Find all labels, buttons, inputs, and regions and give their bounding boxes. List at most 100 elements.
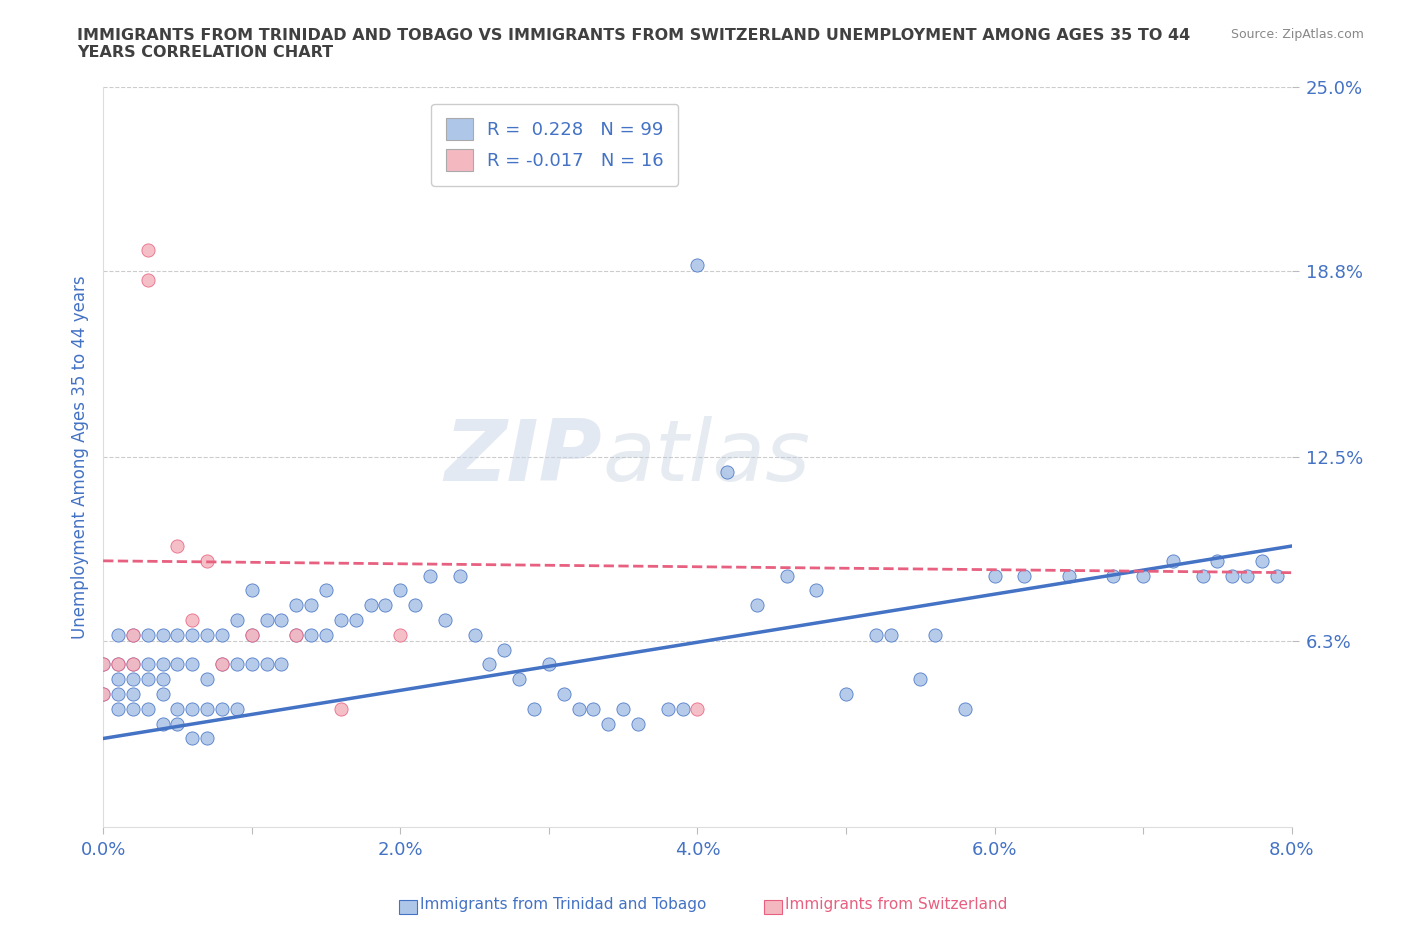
Point bbox=[285, 628, 308, 643]
Point bbox=[240, 583, 263, 598]
Point bbox=[152, 686, 174, 701]
Point bbox=[389, 583, 412, 598]
Point bbox=[1191, 568, 1213, 583]
Point bbox=[121, 657, 143, 671]
Point bbox=[1161, 553, 1184, 568]
Point bbox=[865, 628, 887, 643]
Point bbox=[671, 701, 693, 716]
Point bbox=[136, 243, 159, 258]
Point bbox=[745, 598, 768, 613]
Point bbox=[121, 686, 143, 701]
Point bbox=[211, 657, 233, 671]
Point bbox=[166, 628, 188, 643]
Point bbox=[404, 598, 426, 613]
Point bbox=[240, 628, 263, 643]
Point bbox=[806, 583, 828, 598]
Point bbox=[195, 553, 218, 568]
Point bbox=[136, 671, 159, 686]
Point bbox=[1132, 568, 1154, 583]
Point bbox=[299, 628, 322, 643]
Point bbox=[716, 465, 738, 480]
Legend: R =  0.228   N = 99, R = -0.017   N = 16: R = 0.228 N = 99, R = -0.017 N = 16 bbox=[432, 103, 678, 185]
Point bbox=[879, 628, 901, 643]
Point bbox=[315, 628, 337, 643]
Point bbox=[256, 613, 278, 628]
Point bbox=[181, 613, 204, 628]
Point bbox=[686, 258, 709, 272]
Point bbox=[136, 701, 159, 716]
Text: IMMIGRANTS FROM TRINIDAD AND TOBAGO VS IMMIGRANTS FROM SWITZERLAND UNEMPLOYMENT : IMMIGRANTS FROM TRINIDAD AND TOBAGO VS I… bbox=[77, 28, 1191, 60]
Point bbox=[1265, 568, 1288, 583]
Point bbox=[329, 701, 352, 716]
Point bbox=[553, 686, 575, 701]
Point bbox=[211, 701, 233, 716]
Point bbox=[568, 701, 591, 716]
Point bbox=[329, 613, 352, 628]
Point bbox=[152, 657, 174, 671]
Point bbox=[1206, 553, 1229, 568]
Point bbox=[136, 657, 159, 671]
Point bbox=[464, 628, 486, 643]
Point bbox=[270, 657, 292, 671]
Point bbox=[835, 686, 858, 701]
Point bbox=[910, 671, 932, 686]
Point bbox=[240, 628, 263, 643]
Point bbox=[107, 671, 129, 686]
Point bbox=[136, 272, 159, 287]
Point bbox=[121, 628, 143, 643]
Point bbox=[285, 598, 308, 613]
Point bbox=[270, 613, 292, 628]
Point bbox=[523, 701, 546, 716]
Point bbox=[508, 671, 530, 686]
Point bbox=[285, 628, 308, 643]
Point bbox=[166, 657, 188, 671]
Point bbox=[225, 613, 247, 628]
Point bbox=[181, 628, 204, 643]
Point bbox=[195, 731, 218, 746]
Point bbox=[924, 628, 946, 643]
Point bbox=[107, 701, 129, 716]
Point bbox=[181, 731, 204, 746]
Point bbox=[612, 701, 634, 716]
Point bbox=[211, 657, 233, 671]
Point bbox=[225, 657, 247, 671]
Point bbox=[1220, 568, 1243, 583]
Point bbox=[1236, 568, 1258, 583]
Point bbox=[775, 568, 797, 583]
Point bbox=[107, 657, 129, 671]
Point bbox=[195, 671, 218, 686]
Text: atlas: atlas bbox=[602, 416, 810, 498]
Point bbox=[419, 568, 441, 583]
Point bbox=[374, 598, 396, 613]
Point bbox=[315, 583, 337, 598]
Point bbox=[166, 716, 188, 731]
Point bbox=[983, 568, 1005, 583]
Point bbox=[1014, 568, 1036, 583]
Point bbox=[91, 686, 114, 701]
Y-axis label: Unemployment Among Ages 35 to 44 years: Unemployment Among Ages 35 to 44 years bbox=[72, 275, 89, 639]
Point bbox=[121, 628, 143, 643]
Point bbox=[582, 701, 605, 716]
Point bbox=[627, 716, 650, 731]
Point bbox=[91, 686, 114, 701]
Point bbox=[107, 657, 129, 671]
Point bbox=[107, 686, 129, 701]
Point bbox=[136, 628, 159, 643]
Point bbox=[449, 568, 471, 583]
Point bbox=[240, 657, 263, 671]
Text: Immigrants from Trinidad and Tobago: Immigrants from Trinidad and Tobago bbox=[420, 897, 707, 912]
Point bbox=[537, 657, 560, 671]
Point bbox=[478, 657, 501, 671]
Point bbox=[107, 628, 129, 643]
Point bbox=[299, 598, 322, 613]
Point bbox=[166, 538, 188, 553]
Point bbox=[91, 657, 114, 671]
Text: Immigrants from Switzerland: Immigrants from Switzerland bbox=[786, 897, 1008, 912]
Point bbox=[166, 701, 188, 716]
Text: ZIP: ZIP bbox=[444, 416, 602, 498]
Point bbox=[686, 701, 709, 716]
Point bbox=[433, 613, 456, 628]
Point bbox=[953, 701, 976, 716]
Point bbox=[598, 716, 620, 731]
Point bbox=[1102, 568, 1125, 583]
